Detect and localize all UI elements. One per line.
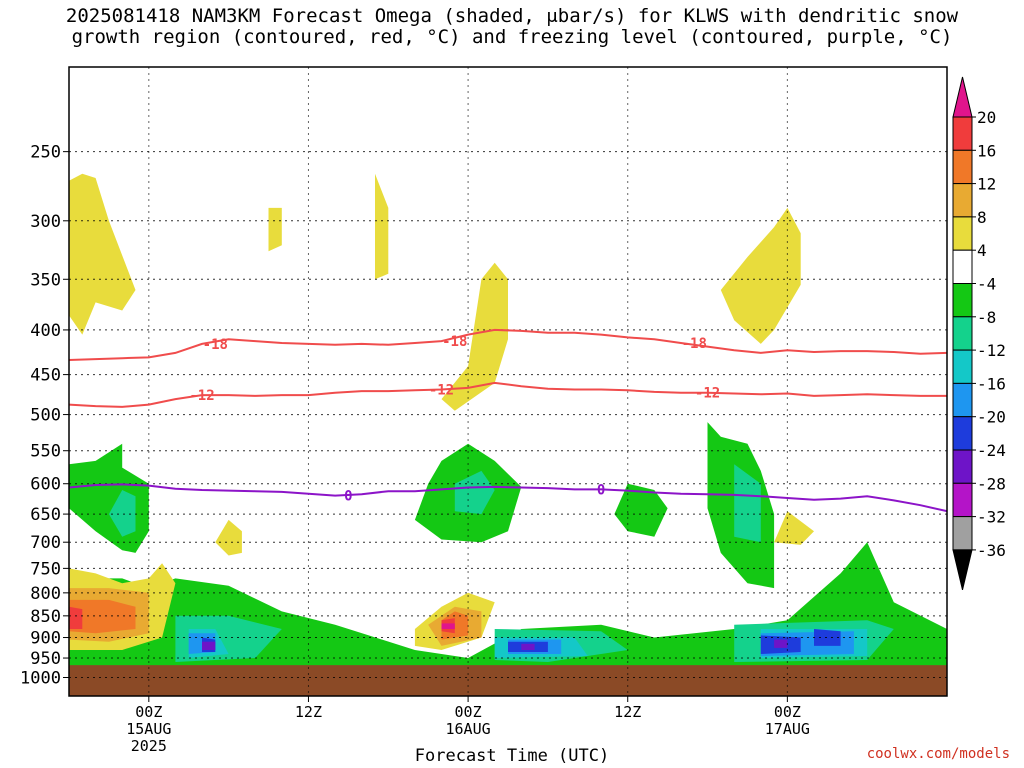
omega-region-7	[69, 443, 149, 553]
y-tick-label-450: 450	[30, 366, 61, 386]
grid-layer	[69, 67, 947, 696]
colorbar-swatch-7	[952, 316, 973, 351]
site-credit: coolwx.com/models	[866, 746, 1010, 762]
contour--18	[69, 328, 947, 361]
colorbar-swatch-10	[952, 416, 973, 451]
x-tick-label-2025-08-15T00Z-0: 00Z	[135, 703, 162, 721]
contour--12	[69, 381, 947, 408]
colorbar-label--28: -28	[977, 474, 1006, 493]
omega-region-5	[215, 519, 242, 556]
omega-region-11	[69, 542, 947, 666]
colorbar-swatch-12	[952, 482, 973, 518]
colorbar-label--12: -12	[977, 341, 1006, 360]
y-tick-label-850: 850	[30, 607, 61, 627]
x-tick-label-2025-08-17T00Z-0: 00Z	[774, 703, 801, 721]
contour-label--18-1: -18	[442, 334, 467, 350]
colorbar-swatch-1	[952, 116, 973, 151]
y-tick-label-250: 250	[30, 143, 61, 163]
omega-region-37	[69, 606, 83, 629]
colorbar-label--36: -36	[977, 541, 1006, 560]
colorbar-label-12: 12	[977, 175, 996, 194]
omega-region-28	[202, 641, 216, 650]
contour-label--12-1: -12	[429, 382, 454, 398]
y-tick-label-400: 400	[30, 321, 61, 341]
omega-region-39	[441, 623, 455, 629]
chart-title: 2025081418 NAM3KM Forecast Omega (shaded…	[0, 6, 1024, 48]
omega-shading-layer	[69, 173, 947, 666]
x-axis-title: Forecast Time (UTC)	[0, 746, 1024, 766]
y-tick-label-550: 550	[30, 442, 61, 462]
contour-label--18-0: -18	[203, 337, 228, 353]
colorbar-top-triangle	[952, 76, 973, 118]
omega-region-13	[454, 470, 495, 515]
y-tick-label-900: 900	[30, 629, 61, 649]
contour-0	[69, 483, 947, 513]
colorbar-swatch-5	[952, 249, 973, 284]
omega-region-3	[441, 262, 508, 411]
omega-region-35	[69, 599, 136, 634]
colorbar-label-20: 20	[977, 108, 996, 127]
x-tick-label-2025-08-15T00Z-1: 15AUG	[126, 720, 171, 738]
contour-label-0-0: 0	[344, 489, 352, 505]
omega-region-30	[774, 639, 788, 648]
y-tick-label-500: 500	[30, 406, 61, 426]
colorbar: 20 16 12 8 4 -4 -8 -12 -16 -20 -24 -28 -32 -36	[952, 76, 1006, 591]
colorbar-label-16: 16	[977, 141, 996, 160]
contour-label--12-0: -12	[189, 388, 214, 404]
axis-layer: 2503003504004505005506006507007508008509…	[20, 66, 948, 755]
omega-region-27	[814, 629, 841, 646]
omega-region-1	[268, 207, 282, 252]
terrain-layer	[69, 665, 947, 696]
terrain-fill	[69, 665, 947, 696]
colorbar-swatch-4	[952, 216, 973, 251]
x-tick-label-2025-08-16T00Z-0: 00Z	[455, 703, 482, 721]
colorbar-label-8: 8	[977, 208, 987, 227]
plot-frame	[68, 66, 948, 697]
contour-label--18-2: -18	[682, 336, 707, 352]
x-tick-label-2025-08-17T00Z-1: 17AUG	[765, 720, 810, 738]
y-tick-label-800: 800	[30, 584, 61, 604]
y-tick-label-650: 650	[30, 505, 61, 525]
colorbar-swatch-3	[952, 183, 973, 218]
omega-region-29	[521, 643, 535, 650]
omega-region-6	[774, 511, 814, 545]
colorbar-swatch-11	[952, 449, 973, 484]
x-axis-title-text: Forecast Time (UTC)	[414, 746, 610, 766]
x-tick-label-2025-08-16T12Z-0: 12Z	[614, 703, 641, 721]
colorbar-swatch-13	[952, 516, 973, 551]
y-tick-label-700: 700	[30, 533, 61, 553]
y-tick-label-350: 350	[30, 270, 61, 290]
omega-region-2	[375, 173, 389, 280]
colorbar-swatch-8	[952, 349, 973, 384]
omega-region-12	[108, 490, 136, 537]
colorbar-swatch-6	[952, 283, 973, 318]
omega-region-4	[720, 207, 801, 344]
x-tick-label-2025-08-15T00Z-2: 2025	[131, 737, 167, 755]
y-tick-label-950: 950	[30, 649, 61, 669]
colorbar-swatch-2	[952, 149, 973, 185]
colorbar-label--16: -16	[977, 374, 1006, 393]
y-tick-label-750: 750	[30, 559, 61, 579]
y-tick-label-300: 300	[30, 212, 61, 232]
colorbar-label--32: -32	[977, 508, 1006, 527]
y-tick-label-1000: 1000	[20, 668, 61, 688]
chart-title-line-2: growth region (contoured, red, °C) and f…	[71, 26, 953, 48]
contour-layer: -18 -18 -18 -12 -12 -12 0 0	[69, 328, 947, 513]
colorbar-label--8: -8	[977, 308, 996, 327]
colorbar-swatch-9	[952, 382, 973, 418]
colorbar-bottom-triangle	[952, 549, 973, 591]
colorbar-label--20: -20	[977, 408, 1006, 427]
contour-label-0-1: 0	[597, 482, 605, 498]
colorbar-label-4: 4	[977, 241, 987, 260]
y-tick-label-600: 600	[30, 475, 61, 495]
chart-title-line-1: 2025081418 NAM3KM Forecast Omega (shaded…	[65, 5, 959, 27]
x-tick-label-2025-08-15T12Z-0: 12Z	[295, 703, 322, 721]
omega-region-0	[69, 173, 136, 335]
colorbar-label--4: -4	[977, 275, 996, 294]
contour-label--12-2: -12	[695, 386, 720, 402]
x-tick-label-2025-08-16T00Z-1: 16AUG	[446, 720, 491, 738]
colorbar-label--24: -24	[977, 441, 1006, 460]
